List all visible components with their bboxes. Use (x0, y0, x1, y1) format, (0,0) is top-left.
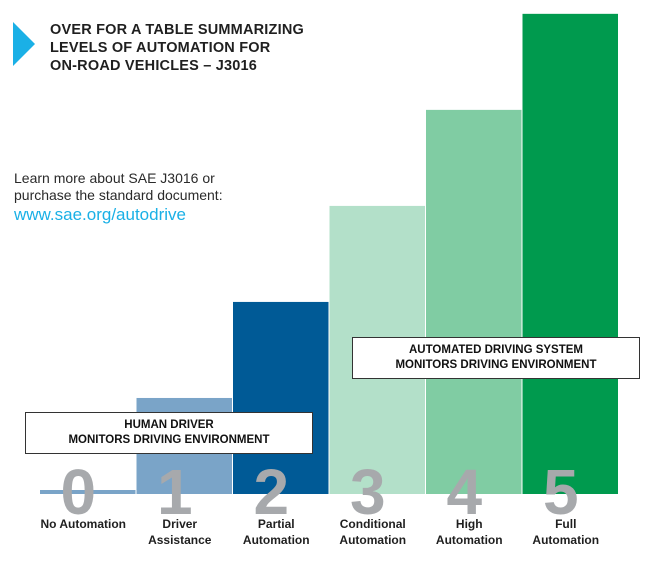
category-label-line: Full (555, 517, 577, 531)
category-label-level-0: No Automation (33, 516, 133, 532)
bar-level-0 (40, 490, 136, 494)
title-line-3: ON-ROAD VEHICLES – J3016 (50, 58, 258, 74)
category-label-line: Partial (257, 517, 295, 531)
level-number-4: 4 (446, 456, 482, 528)
category-label-line: Driver (162, 517, 198, 531)
automated-system-label: AUTOMATED DRIVING SYSTEM MONITORS DRIVIN… (352, 337, 640, 379)
category-label-level-4: High Automation (419, 516, 519, 548)
level-number-2: 2 (253, 456, 289, 528)
info-line-2: purchase the standard document: (14, 187, 223, 203)
category-label-line: High (455, 517, 483, 531)
title-line-2: LEVELS OF AUTOMATION FOR (50, 40, 271, 56)
category-label-line: Conditional (339, 517, 406, 531)
category-label-level-2: Partial Automation (226, 516, 326, 548)
human-driver-label-line-2: MONITORS DRIVING ENVIRONMENT (68, 434, 270, 446)
category-label-level-1: Driver Assistance (130, 516, 230, 548)
category-label-line: Automation (532, 533, 600, 547)
automated-system-label-line-2: MONITORS DRIVING ENVIRONMENT (395, 359, 597, 371)
category-label-line: Automation (242, 533, 310, 547)
level-number-5: 5 (543, 456, 579, 528)
category-label-line: Automation (339, 533, 407, 547)
human-driver-label-line-1: HUMAN DRIVER (124, 419, 214, 431)
bar-level-2 (233, 301, 329, 494)
level-number-3: 3 (350, 456, 386, 528)
category-label-level-5: Full Automation (516, 516, 616, 548)
automated-system-label-line-1: AUTOMATED DRIVING SYSTEM (409, 344, 583, 356)
category-label-line: Assistance (148, 533, 212, 547)
level-number-1: 1 (157, 456, 193, 528)
autodrive-link[interactable]: www.sae.org/autodrive (14, 205, 186, 224)
level-number-0: 0 (60, 456, 96, 528)
bar-level-4 (426, 109, 522, 494)
human-driver-label: HUMAN DRIVER MONITORS DRIVING ENVIRONMEN… (25, 412, 313, 454)
arrow-right-icon (13, 22, 35, 66)
info-line-1: Learn more about SAE J3016 or (14, 170, 215, 186)
page-title: OVER FOR A TABLE SUMMARIZING LEVELS OF A… (50, 21, 340, 75)
info-text: Learn more about SAE J3016 or purchase t… (14, 170, 274, 204)
title-line-1: OVER FOR A TABLE SUMMARIZING (50, 22, 304, 38)
category-label-level-3: Conditional Automation (323, 516, 423, 548)
category-label-line: Automation (435, 533, 503, 547)
bar-level-5 (522, 13, 618, 494)
category-label-line: No Automation (40, 517, 127, 531)
